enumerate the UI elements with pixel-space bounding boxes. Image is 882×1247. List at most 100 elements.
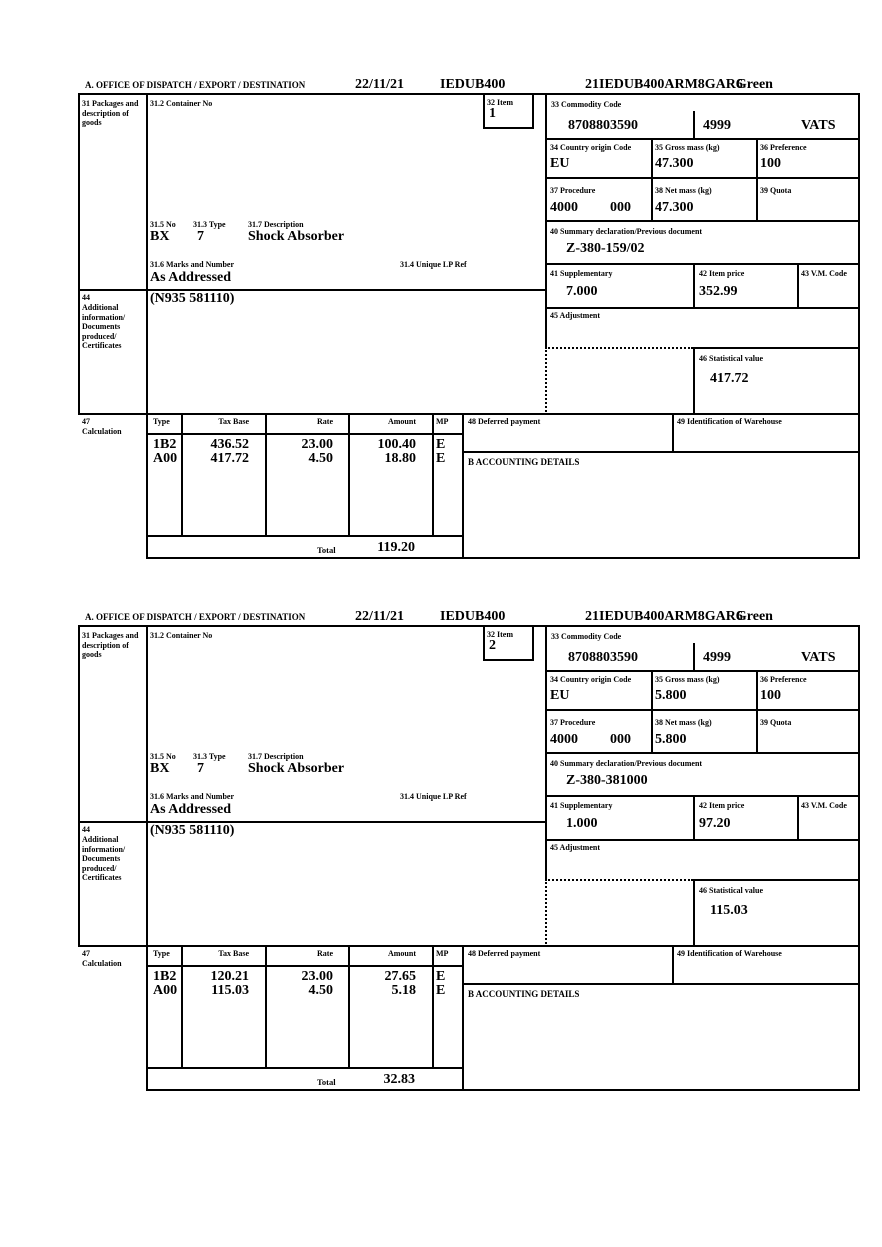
- tax-mp-cell: E: [436, 983, 446, 998]
- customs-office-code: IEDUB400: [440, 77, 506, 92]
- box47-number-label: 47: [82, 949, 90, 958]
- previous-document-label: 40 Summary declaration/Previous document: [550, 227, 703, 236]
- grid-line-column: [651, 138, 653, 220]
- grid-line-left: [78, 95, 80, 415]
- additional-info-value: (N935 581110): [150, 291, 235, 306]
- calc-col-mp-header: MP: [436, 417, 449, 426]
- tax-base-cell: 417.72: [210, 451, 250, 466]
- grid-line-row: [545, 839, 858, 841]
- declaration-item-section: A. OFFICE OF DISPATCH / EXPORT / DESTINA…: [78, 609, 862, 1093]
- grid-line-column: [693, 795, 695, 839]
- goods-description-value: Shock Absorber: [248, 761, 345, 776]
- grid-line-accounting-top: [462, 983, 858, 985]
- supplementary-value: 7.000: [566, 284, 598, 299]
- marks-label: 31.6 Marks and Number: [150, 260, 235, 269]
- tax-type-value: VATS: [801, 118, 836, 133]
- grid-line-row: [545, 670, 858, 672]
- preference-value: 100: [760, 156, 781, 171]
- tax-base-cell: 115.03: [211, 983, 249, 998]
- item-number-value: 1: [489, 106, 496, 121]
- grid-line-table-column: [348, 945, 350, 1069]
- item-number-box: [483, 95, 534, 129]
- calc-col-rate-header: Rate: [317, 949, 333, 958]
- origin-value: EU: [550, 156, 570, 171]
- calc-col-mp-header: MP: [436, 949, 449, 958]
- statistical-value: 417.72: [710, 371, 749, 386]
- supplementary-value: 1.000: [566, 816, 598, 831]
- commodity-code-label: 33 Commodity Code: [551, 632, 622, 641]
- tax-type-cell: 1B2: [153, 437, 177, 452]
- item-price-label: 42 Item price: [699, 269, 745, 278]
- gross-mass-value: 5.800: [655, 688, 687, 703]
- description-label: 31.7 Description: [248, 752, 304, 761]
- tax-type-cell: A00: [153, 451, 178, 466]
- grid-line-box44-top: [78, 289, 547, 291]
- package-type-value: 7: [197, 229, 204, 244]
- grid-line-row: [545, 795, 858, 797]
- dotted-line-vertical: [545, 879, 547, 947]
- goods-description-value: Shock Absorber: [248, 229, 345, 244]
- calc-col-taxbase-header: Tax Base: [218, 417, 249, 426]
- procedure-label: 37 Procedure: [550, 186, 596, 195]
- grid-line-row: [545, 263, 858, 265]
- calc-col-taxbase-header: Tax Base: [218, 949, 249, 958]
- item-price-value: 352.99: [699, 284, 738, 299]
- accounting-details-label: B ACCOUNTING DETAILS: [468, 457, 580, 467]
- package-no-value: BX: [150, 761, 170, 776]
- supplementary-label: 41 Supplementary: [550, 801, 613, 810]
- grid-line-table-column: [265, 945, 267, 1069]
- box44-text-label: Additional information/ Documents produc…: [82, 835, 126, 882]
- grid-line-column: [756, 138, 758, 220]
- total-value: 32.83: [383, 1072, 416, 1087]
- statistical-value-label: 46 Statistical value: [699, 354, 763, 363]
- tax-rate-cell: 23.00: [301, 969, 334, 984]
- grid-line-column: [651, 670, 653, 752]
- preference-label: 36 Preference: [760, 143, 807, 152]
- item-price-label: 42 Item price: [699, 801, 745, 810]
- tax-mp-cell: E: [436, 969, 446, 984]
- office-of-dispatch-label: A. OFFICE OF DISPATCH / EXPORT / DESTINA…: [85, 80, 306, 90]
- tax-type-cell: A00: [153, 983, 178, 998]
- tax-mp-cell: E: [436, 451, 446, 466]
- grid-line-column: [693, 263, 695, 307]
- accounting-details-label: B ACCOUNTING DETAILS: [468, 989, 580, 999]
- box47-number-label: 47: [82, 417, 90, 426]
- grid-line-column: [756, 670, 758, 752]
- dotted-line-vertical: [545, 347, 547, 415]
- container-no-label: 31.2 Container No: [150, 631, 213, 640]
- adjustment-label: 45 Adjustment: [550, 843, 601, 852]
- additional-info-value: (N935 581110): [150, 823, 235, 838]
- tax-type-value: VATS: [801, 650, 836, 665]
- grid-line-accounting-top: [462, 451, 858, 453]
- item-number-value: 2: [489, 638, 496, 653]
- commodity-code-label: 33 Commodity Code: [551, 100, 622, 109]
- supplementary-label: 41 Supplementary: [550, 269, 613, 278]
- item-label: 32 Item: [487, 630, 513, 639]
- vm-code-label: 43 V.M. Code: [801, 269, 847, 278]
- dotted-line-horizontal: [545, 879, 693, 881]
- commodity-code-value: 8708803590: [568, 650, 638, 665]
- procedure-ext-value: 000: [610, 732, 631, 747]
- grid-line-column: [797, 263, 799, 307]
- package-type-value: 7: [197, 761, 204, 776]
- commodity-code2-value: 4999: [703, 118, 731, 133]
- grid-line-bottom: [146, 1089, 858, 1091]
- customs-office-code: IEDUB400: [440, 609, 506, 624]
- total-value: 119.20: [377, 540, 415, 555]
- statistical-value-label: 46 Statistical value: [699, 886, 763, 895]
- item-form-grid: 31 Packages and description of goods 31.…: [78, 625, 860, 1091]
- grid-line-calc-top: [78, 945, 858, 947]
- routing-indicator: Green: [735, 77, 773, 92]
- gross-mass-label: 35 Gross mass (kg): [655, 675, 720, 684]
- box31-label: 31 Packages and description of goods: [82, 631, 139, 659]
- procedure-ext-value: 000: [610, 200, 631, 215]
- previous-document-value: Z-380-159/02: [566, 241, 645, 256]
- calc-col-type-header: Type: [153, 417, 170, 426]
- section-header: A. OFFICE OF DISPATCH / EXPORT / DESTINA…: [78, 609, 862, 625]
- total-label: Total: [317, 545, 336, 555]
- commodity-code-value: 8708803590: [568, 118, 638, 133]
- package-no-label: 31.5 No: [150, 752, 176, 761]
- package-no-value: BX: [150, 229, 170, 244]
- grid-line-table-column: [432, 413, 434, 537]
